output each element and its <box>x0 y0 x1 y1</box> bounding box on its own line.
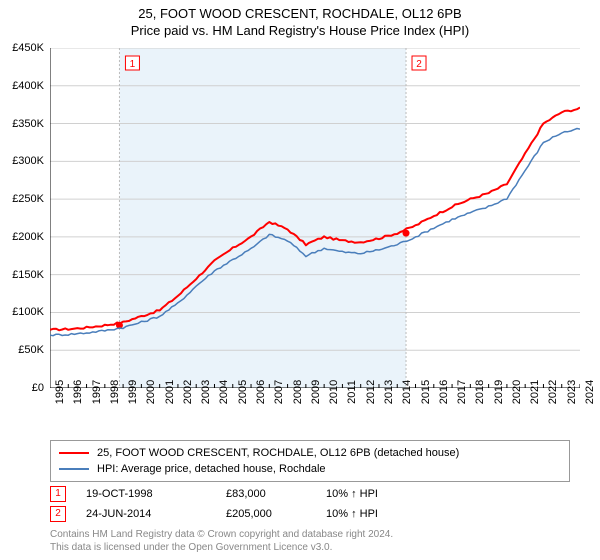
sale-row: 2 24-JUN-2014£205,00010% ↑ HPI <box>50 504 570 524</box>
x-tick-label: 2012 <box>365 380 377 404</box>
x-tick-label: 2008 <box>292 380 304 404</box>
x-tick-label: 2019 <box>493 380 505 404</box>
legend-color-swatch <box>59 468 89 470</box>
footer-line-1: Contains HM Land Registry data © Crown c… <box>50 528 570 541</box>
legend-label: HPI: Average price, detached house, Roch… <box>97 463 326 475</box>
title-block: 25, FOOT WOOD CRESCENT, ROCHDALE, OL12 6… <box>0 0 600 38</box>
svg-text:1: 1 <box>130 59 136 70</box>
sale-pct: 10% ↑ HPI <box>326 508 406 520</box>
y-tick-label: £0 <box>32 382 44 394</box>
x-tick-label: 1996 <box>72 380 84 404</box>
sale-date: 19-OCT-1998 <box>86 488 226 500</box>
x-tick-label: 2004 <box>218 380 230 404</box>
sale-price: £83,000 <box>226 488 326 500</box>
x-tick-label: 2001 <box>164 380 176 404</box>
legend-label: 25, FOOT WOOD CRESCENT, ROCHDALE, OL12 6… <box>97 447 459 459</box>
y-tick-label: £400K <box>12 80 44 92</box>
x-tick-label: 2017 <box>456 380 468 404</box>
x-axis: 1995199619971998199920002001200220032004… <box>50 388 580 443</box>
x-tick-label: 1998 <box>109 380 121 404</box>
chart-container: 25, FOOT WOOD CRESCENT, ROCHDALE, OL12 6… <box>0 0 600 560</box>
sales-table: 1 19-OCT-1998£83,00010% ↑ HPI 2 24-JUN-2014… <box>50 484 570 524</box>
attribution-footer: Contains HM Land Registry data © Crown c… <box>50 528 570 554</box>
y-tick-label: £250K <box>12 193 44 205</box>
sale-marker: 2 <box>50 506 66 522</box>
x-tick-label: 1997 <box>91 380 103 404</box>
x-tick-label: 2020 <box>511 380 523 404</box>
sale-row: 1 19-OCT-1998£83,00010% ↑ HPI <box>50 484 570 504</box>
x-tick-label: 2005 <box>237 380 249 404</box>
x-tick-label: 2024 <box>584 380 596 404</box>
x-tick-label: 2022 <box>547 380 559 404</box>
legend-item: 25, FOOT WOOD CRESCENT, ROCHDALE, OL12 6… <box>59 445 561 461</box>
x-tick-label: 2000 <box>145 380 157 404</box>
y-axis: £0£50K£100K£150K£200K£250K£300K£350K£400… <box>0 48 48 388</box>
x-tick-label: 1999 <box>127 380 139 404</box>
y-tick-label: £350K <box>12 118 44 130</box>
chart-subtitle: Price paid vs. HM Land Registry's House … <box>0 23 600 38</box>
x-tick-label: 2011 <box>346 380 358 404</box>
x-tick-label: 2006 <box>255 380 267 404</box>
legend: 25, FOOT WOOD CRESCENT, ROCHDALE, OL12 6… <box>50 440 570 482</box>
sale-price: £205,000 <box>226 508 326 520</box>
footer-line-2: This data is licensed under the Open Gov… <box>50 541 570 554</box>
x-tick-label: 2013 <box>383 380 395 404</box>
x-tick-label: 2023 <box>566 380 578 404</box>
sale-pct: 10% ↑ HPI <box>326 488 406 500</box>
chart-plot-area: 12 <box>50 48 580 388</box>
x-tick-label: 2007 <box>273 380 285 404</box>
x-tick-label: 2016 <box>438 380 450 404</box>
y-tick-label: £50K <box>18 344 44 356</box>
x-tick-label: 2009 <box>310 380 322 404</box>
chart-svg: 12 <box>50 48 580 388</box>
x-tick-label: 2014 <box>401 380 413 404</box>
sale-date: 24-JUN-2014 <box>86 508 226 520</box>
x-tick-label: 2021 <box>529 380 541 404</box>
x-tick-label: 2002 <box>182 380 194 404</box>
x-tick-label: 2010 <box>328 380 340 404</box>
x-tick-label: 2018 <box>474 380 486 404</box>
x-tick-label: 2015 <box>420 380 432 404</box>
sale-marker: 1 <box>50 486 66 502</box>
y-tick-label: £200K <box>12 231 44 243</box>
y-tick-label: £300K <box>12 155 44 167</box>
legend-color-swatch <box>59 452 89 454</box>
legend-item: HPI: Average price, detached house, Roch… <box>59 461 561 477</box>
y-tick-label: £450K <box>12 42 44 54</box>
y-tick-label: £150K <box>12 269 44 281</box>
y-tick-label: £100K <box>12 306 44 318</box>
x-tick-label: 1995 <box>54 380 66 404</box>
x-tick-label: 2003 <box>200 380 212 404</box>
chart-title-address: 25, FOOT WOOD CRESCENT, ROCHDALE, OL12 6… <box>0 6 600 21</box>
svg-text:2: 2 <box>416 59 422 70</box>
